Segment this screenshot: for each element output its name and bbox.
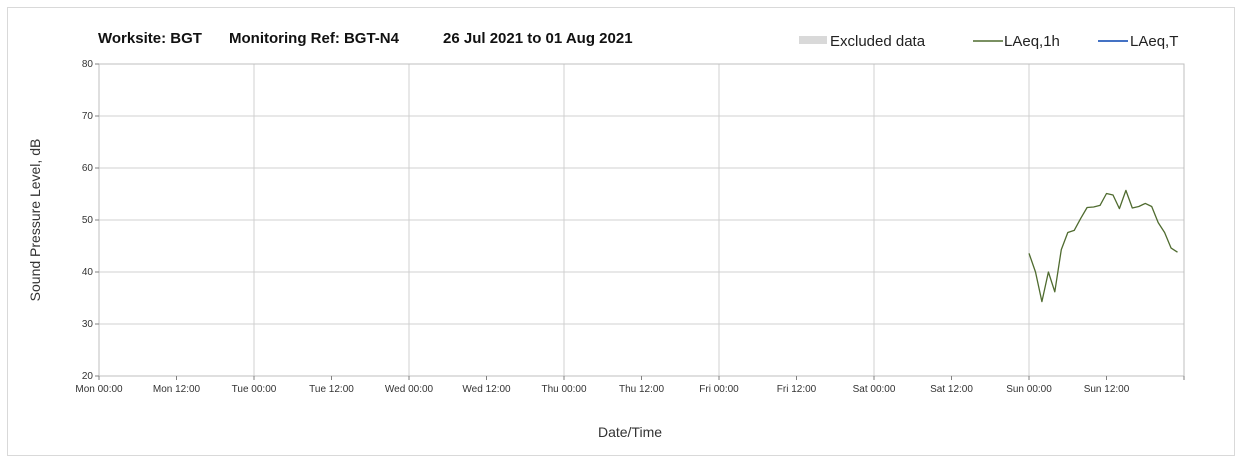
series-line-laeq-1h <box>1028 189 1178 303</box>
y-tick-label: 50 <box>82 215 94 226</box>
x-tick-label: Thu 12:00 <box>619 384 664 395</box>
y-tick-label: 70 <box>82 111 94 122</box>
legend: Excluded data LAeq,1h LAeq,T <box>799 33 1178 50</box>
gridlines <box>99 64 1184 376</box>
legend-laeqt-label: LAeq,T <box>1130 33 1178 50</box>
series-layer <box>1028 189 1178 303</box>
legend-laeq1h-label: LAeq,1h <box>1004 33 1060 50</box>
chart-area <box>7 7 1235 456</box>
x-tick-label: Mon 12:00 <box>153 384 201 395</box>
x-tick-label: Thu 00:00 <box>541 384 586 395</box>
y-tick-label: 20 <box>82 371 94 382</box>
x-axis-label: Date/Time <box>598 424 662 440</box>
title-date-range: 26 Jul 2021 to 01 Aug 2021 <box>443 30 633 47</box>
x-tick-label: Fri 00:00 <box>699 384 739 395</box>
x-tick-label: Fri 12:00 <box>777 384 817 395</box>
legend-excluded-label: Excluded data <box>830 33 926 50</box>
x-tick-label: Tue 00:00 <box>232 384 277 395</box>
x-tick-label: Sun 00:00 <box>1006 384 1052 395</box>
x-tick-label: Mon 00:00 <box>75 384 123 395</box>
chart-title: Worksite: BGT Monitoring Ref: BGT-N4 26 … <box>98 30 633 47</box>
y-tick-label: 40 <box>82 267 94 278</box>
legend-excluded-swatch <box>799 36 827 44</box>
y-axis-label: Sound Pressure Level, dB <box>27 139 43 302</box>
title-worksite: Worksite: BGT <box>98 30 202 47</box>
x-tick-label: Sat 12:00 <box>930 384 973 395</box>
x-tick-label: Wed 12:00 <box>462 384 511 395</box>
x-tick-label: Tue 12:00 <box>309 384 354 395</box>
y-tick-label: 80 <box>82 59 94 70</box>
x-axis-ticks: Mon 00:00 Mon 12:00 Tue 00:00 Tue 12:00 Wed … <box>75 376 1185 395</box>
y-axis-ticks: 20 30 40 50 60 70 80 <box>82 59 99 382</box>
x-tick-label: Wed 00:00 <box>385 384 434 395</box>
y-tick-label: 30 <box>82 319 94 330</box>
x-tick-label: Sat 00:00 <box>853 384 896 395</box>
x-tick-label: Sun 12:00 <box>1084 384 1130 395</box>
title-monitoring-ref: Monitoring Ref: BGT-N4 <box>229 30 400 47</box>
y-tick-label: 60 <box>82 163 94 174</box>
